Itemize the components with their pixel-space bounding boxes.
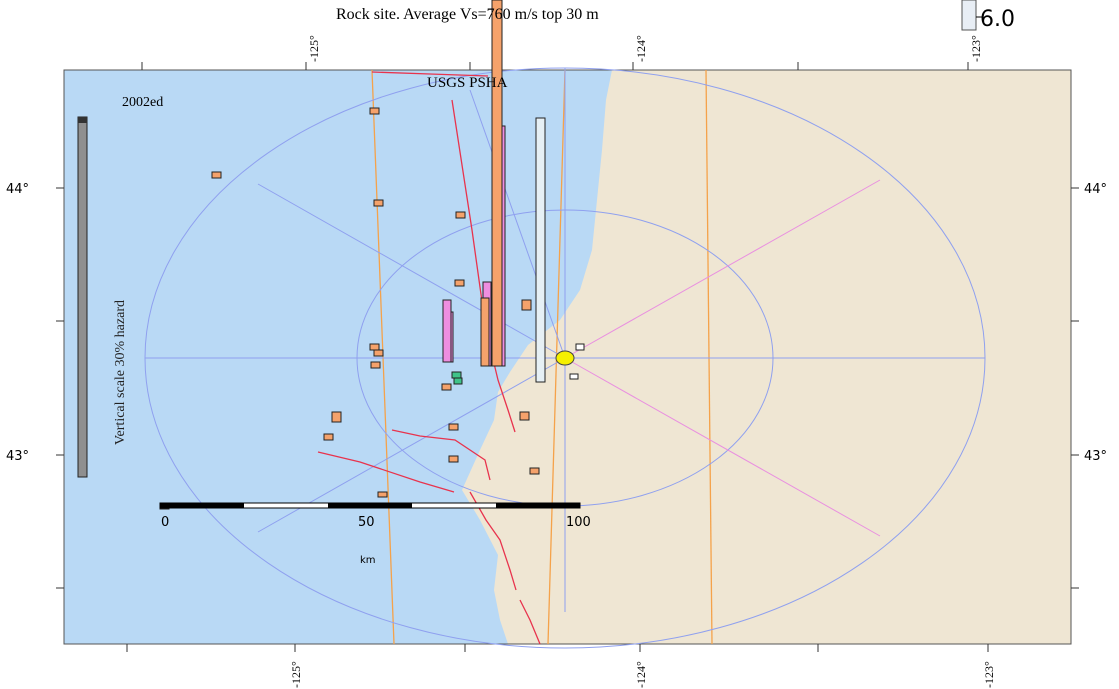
- top-axis: [141, 62, 969, 70]
- source-marker: [369, 107, 380, 115]
- legend-swatch: [961, 0, 977, 31]
- map-subtitle: Rock site. Average Vs=760 m/s top 30 m: [336, 6, 599, 23]
- source-marker: [323, 433, 334, 441]
- right-lat-label: 44°: [1084, 182, 1107, 197]
- legend: 6.0: [961, 0, 1015, 32]
- source-marker: [448, 423, 459, 431]
- map-title: USGS PSHA: [427, 75, 508, 91]
- hazard-bar: [491, 0, 503, 367]
- source-marker: [519, 411, 530, 421]
- source-marker: [569, 373, 579, 380]
- site-marker-icon: [555, 350, 575, 366]
- hazard-bar: [480, 297, 490, 367]
- source-marker: [211, 171, 222, 179]
- hazard-bar: [442, 299, 452, 363]
- source-marker: [448, 455, 459, 463]
- vertical-scale-cap: [78, 117, 87, 123]
- source-marker: [455, 211, 466, 219]
- bottom-axis: [126, 644, 989, 652]
- distance-scale-segment: [328, 503, 412, 508]
- vertical-scale-bar: [77, 116, 88, 478]
- edition-label: 2002ed: [122, 95, 163, 110]
- radial-line: [564, 357, 881, 537]
- longitude-line: [371, 69, 395, 645]
- source-marker: [331, 411, 342, 423]
- scale-label-0: 0: [161, 515, 169, 530]
- source-marker: [451, 371, 462, 379]
- fault-line: [371, 71, 489, 77]
- fault-line: [469, 491, 517, 591]
- vertical-scale-label: Vertical scale 30% hazard: [113, 300, 128, 445]
- source-marker: [369, 343, 380, 351]
- source-marker: [441, 383, 452, 391]
- legend-value: 6.0: [980, 7, 1015, 32]
- left-lat-label: 44°: [6, 182, 29, 197]
- source-marker: [373, 199, 384, 207]
- top-lon-label: -123°: [969, 35, 983, 62]
- source-marker: [575, 343, 585, 351]
- source-marker: [521, 299, 532, 311]
- map-area: [63, 69, 1072, 645]
- hazard-bar: [535, 117, 546, 383]
- side-axes: [56, 187, 1079, 589]
- scale-label-100: 100: [566, 515, 591, 530]
- radial-line: [257, 183, 566, 359]
- fault-line: [391, 429, 491, 481]
- hazard-bar: [501, 125, 506, 367]
- fault-line: [317, 451, 455, 493]
- source-marker: [370, 361, 381, 369]
- bottom-lon-label: -124°: [634, 661, 648, 688]
- distance-scale-segment: [160, 503, 244, 508]
- source-marker: [454, 279, 465, 287]
- map-frame: [63, 69, 1072, 645]
- top-lon-label: -125°: [307, 35, 321, 62]
- source-marker: [373, 349, 384, 357]
- bottom-lon-label: -125°: [289, 661, 303, 688]
- scale-label-50: 50: [358, 515, 375, 530]
- fault-line: [519, 599, 541, 645]
- source-marker: [377, 491, 388, 498]
- left-lat-label: 43°: [6, 449, 29, 464]
- source-marker: [453, 377, 463, 385]
- scale-unit: km: [360, 555, 376, 566]
- longitude-line: [705, 69, 713, 645]
- radial-line: [469, 89, 566, 359]
- bottom-lon-label: -123°: [982, 661, 996, 688]
- source-marker: [529, 467, 540, 475]
- radial-line: [564, 179, 881, 359]
- top-lon-label: -124°: [634, 35, 648, 62]
- hazard-bars: [442, 0, 546, 383]
- vertical-scale: [77, 116, 88, 478]
- distance-scale-segment: [496, 503, 580, 508]
- distance-scale: 0 50 100 km: [159, 502, 591, 566]
- right-lat-label: 43°: [1084, 449, 1107, 464]
